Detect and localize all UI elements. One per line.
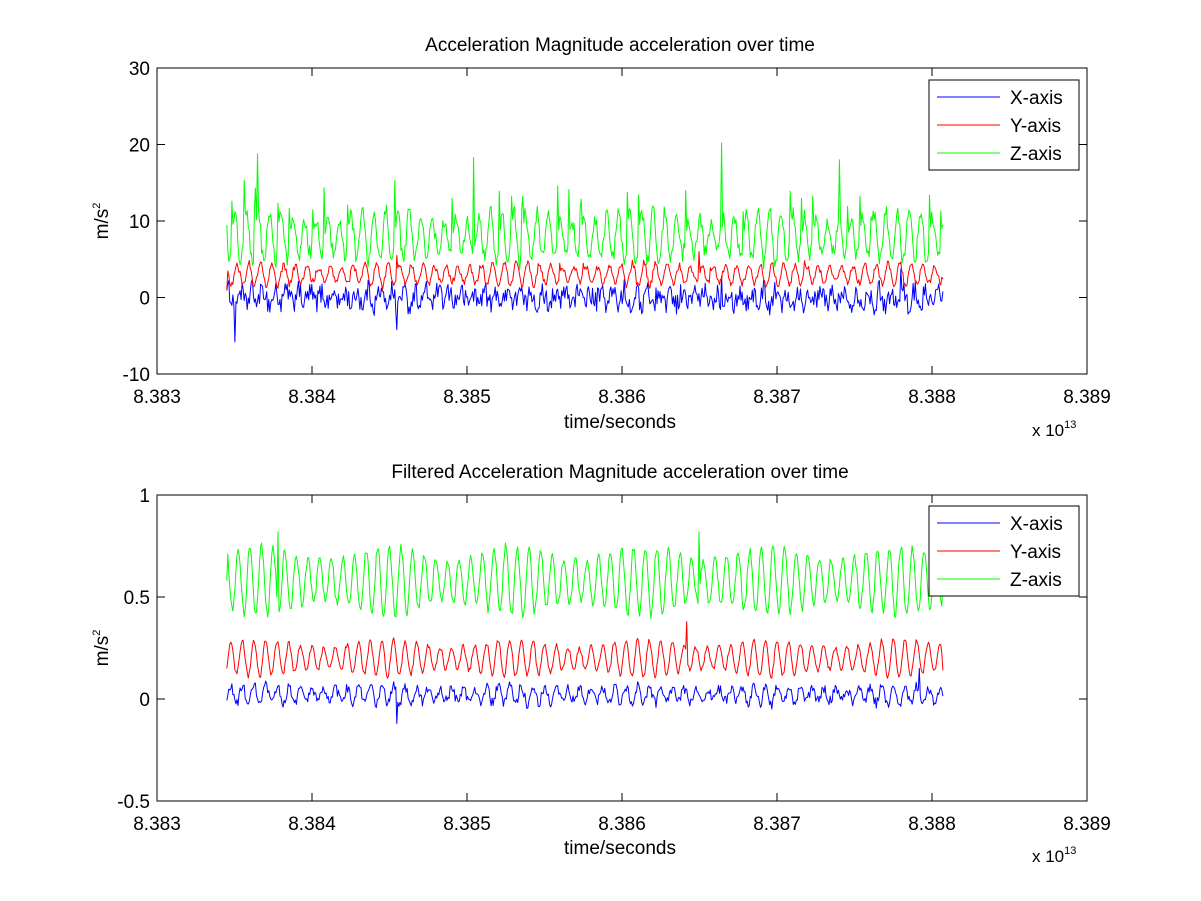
legend-label-x-axis: X-axis — [1010, 514, 1063, 535]
x-axis-multiplier: x 1013 — [1032, 419, 1076, 440]
series-line-z-axis — [226, 531, 944, 619]
x-tick-label: 8.384 — [288, 814, 336, 835]
x-tick-label: 8.386 — [598, 387, 646, 408]
y-tick-label: 20 — [129, 136, 150, 157]
legend: X-axis Y-axis Z-axis — [928, 79, 1080, 171]
series-lines — [226, 142, 944, 343]
x-axis-label: time/seconds — [564, 412, 676, 433]
y-axis-label: m/s2 — [91, 203, 113, 240]
x-tick-label: 8.385 — [443, 387, 491, 408]
series-lines — [226, 531, 944, 724]
series-line-z-axis — [226, 142, 944, 271]
y-tick-label: -0.5 — [117, 792, 150, 813]
x-axis-multiplier: x 1013 — [1032, 845, 1076, 866]
x-tick-label: 8.389 — [1063, 387, 1111, 408]
x-tick-label: 8.386 — [598, 814, 646, 835]
chart-title: Filtered Acceleration Magnitude accelera… — [391, 462, 848, 483]
series-line-x-axis — [226, 667, 944, 724]
series-line-x-axis — [226, 268, 944, 343]
y-tick-label: 1 — [139, 486, 150, 507]
x-tick-label: 8.385 — [443, 814, 491, 835]
y-axis-ticks: -0.5 0 0.5 1 — [117, 486, 1087, 813]
x-tick-label: 8.389 — [1063, 814, 1111, 835]
y-tick-label: 0.5 — [124, 588, 150, 609]
x-tick-label: 8.387 — [753, 814, 801, 835]
y-tick-label: 0 — [139, 289, 150, 310]
legend-label-y-axis: Y-axis — [1010, 116, 1061, 137]
acceleration-chart-panel: Acceleration Magnitude acceleration over… — [91, 35, 1111, 440]
chart-title: Acceleration Magnitude acceleration over… — [425, 35, 815, 56]
legend-label-x-axis: X-axis — [1010, 88, 1063, 109]
x-tick-label: 8.388 — [908, 387, 956, 408]
x-axis-ticks: 8.383 8.384 8.385 8.386 8.387 8.388 8.389 — [133, 68, 1111, 408]
y-tick-label: 10 — [129, 212, 150, 233]
y-tick-label: -10 — [123, 365, 150, 386]
x-axis-ticks: 8.383 8.384 8.385 8.386 8.387 8.388 8.389 — [133, 495, 1111, 835]
x-axis-label: time/seconds — [564, 838, 676, 859]
legend: X-axis Y-axis Z-axis — [928, 505, 1080, 597]
filtered-acceleration-chart-panel: Filtered Acceleration Magnitude accelera… — [91, 462, 1111, 866]
y-axis-label: m/s2 — [91, 630, 113, 667]
x-tick-label: 8.388 — [908, 814, 956, 835]
x-tick-label: 8.384 — [288, 387, 336, 408]
series-line-y-axis — [226, 251, 944, 290]
y-tick-label: 0 — [139, 690, 150, 711]
y-tick-label: 30 — [129, 59, 150, 80]
series-line-y-axis — [226, 621, 944, 679]
legend-label-z-axis: Z-axis — [1010, 144, 1062, 165]
y-axis-ticks: -10 0 10 20 30 — [123, 59, 1087, 386]
x-tick-label: 8.387 — [753, 387, 801, 408]
x-tick-label: 8.383 — [133, 387, 181, 408]
legend-label-z-axis: Z-axis — [1010, 570, 1062, 591]
legend-label-y-axis: Y-axis — [1010, 542, 1061, 563]
x-tick-label: 8.383 — [133, 814, 181, 835]
